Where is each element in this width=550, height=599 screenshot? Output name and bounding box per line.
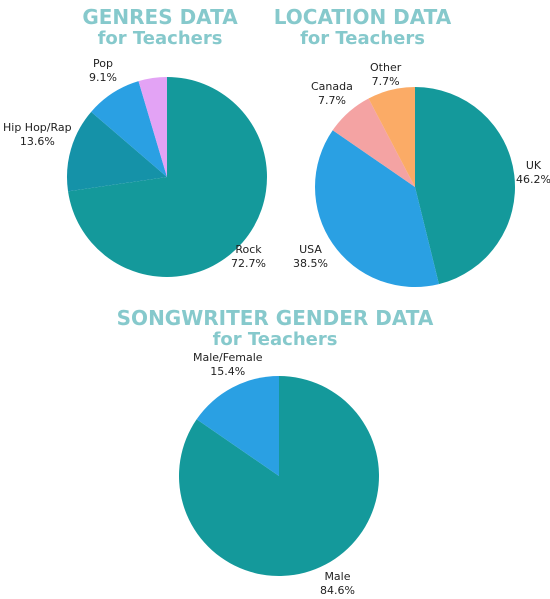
gender-label-malefemale: Male/Female 15.4% xyxy=(193,351,263,378)
genres-subtitle: for Teachers xyxy=(97,28,223,49)
pie-slice-0-hip-hop-rap xyxy=(67,111,167,192)
genres-title: GENRES DATA xyxy=(82,5,238,29)
pie-slice-1-canada xyxy=(332,98,415,187)
location-label-usa: USA 38.5% xyxy=(293,243,328,270)
genres-pie xyxy=(67,77,267,277)
location-chart: LOCATION DATA for Teachers Other 7.7% Ca… xyxy=(274,0,550,290)
location-label-other: Other 7.7% xyxy=(370,61,402,88)
genres-label-rock: Rock 72.7% xyxy=(231,243,266,270)
gender-pie xyxy=(179,376,379,576)
pie-slice-0-other xyxy=(138,77,167,177)
location-label-uk: UK 46.2% xyxy=(516,159,550,186)
location-pie xyxy=(315,87,515,287)
pie-slice-0-pop xyxy=(91,81,167,177)
genres-label-hiphop: Hip Hop/Rap 13.6% xyxy=(3,121,72,148)
genres-chart-title: GENRES DATA for Teachers xyxy=(0,7,320,48)
pie-slice-1-uk xyxy=(415,87,515,285)
pie-slice-2-male-female xyxy=(196,376,279,476)
gender-label-male: Male 84.6% xyxy=(320,570,355,597)
pie-slice-1-usa xyxy=(315,130,439,287)
pie-slice-0-rock xyxy=(68,77,267,277)
location-subtitle: for Teachers xyxy=(300,28,425,49)
location-label-canada: Canada 7.7% xyxy=(311,80,353,107)
location-title: LOCATION DATA xyxy=(273,5,452,29)
location-chart-title: LOCATION DATA for Teachers xyxy=(225,7,500,48)
gender-title: SONGWRITER GENDER DATA xyxy=(116,306,434,330)
pie-slice-1-other xyxy=(368,87,415,187)
gender-chart: SONGWRITER GENDER DATA for Teachers Male… xyxy=(0,300,550,599)
genres-chart: GENRES DATA for Teachers Pop 9.1% Hip Ho… xyxy=(0,0,275,290)
gender-subtitle: for Teachers xyxy=(212,329,338,350)
genres-label-pop: Pop 9.1% xyxy=(89,57,117,84)
gender-chart-title: SONGWRITER GENDER DATA for Teachers xyxy=(0,308,550,349)
